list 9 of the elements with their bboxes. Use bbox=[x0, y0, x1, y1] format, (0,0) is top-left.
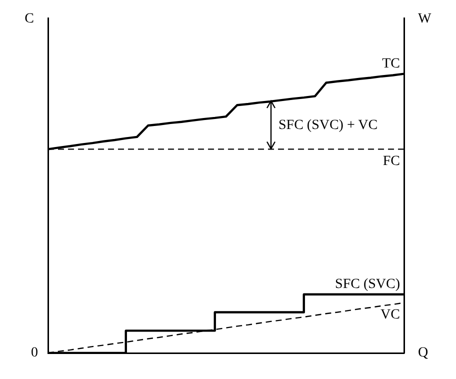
y-axis-title: C bbox=[24, 12, 34, 27]
series-label: FC bbox=[382, 154, 400, 169]
series-label: TC bbox=[382, 56, 400, 72]
series-label: VC bbox=[380, 307, 400, 322]
text: 0 bbox=[31, 346, 38, 361]
series-label: SFC (SVC) bbox=[335, 277, 400, 292]
annotation: SFC (SVC) + VC bbox=[278, 118, 378, 134]
y2-axis-title: W bbox=[418, 12, 432, 27]
x-axis-title: Q bbox=[418, 346, 428, 361]
